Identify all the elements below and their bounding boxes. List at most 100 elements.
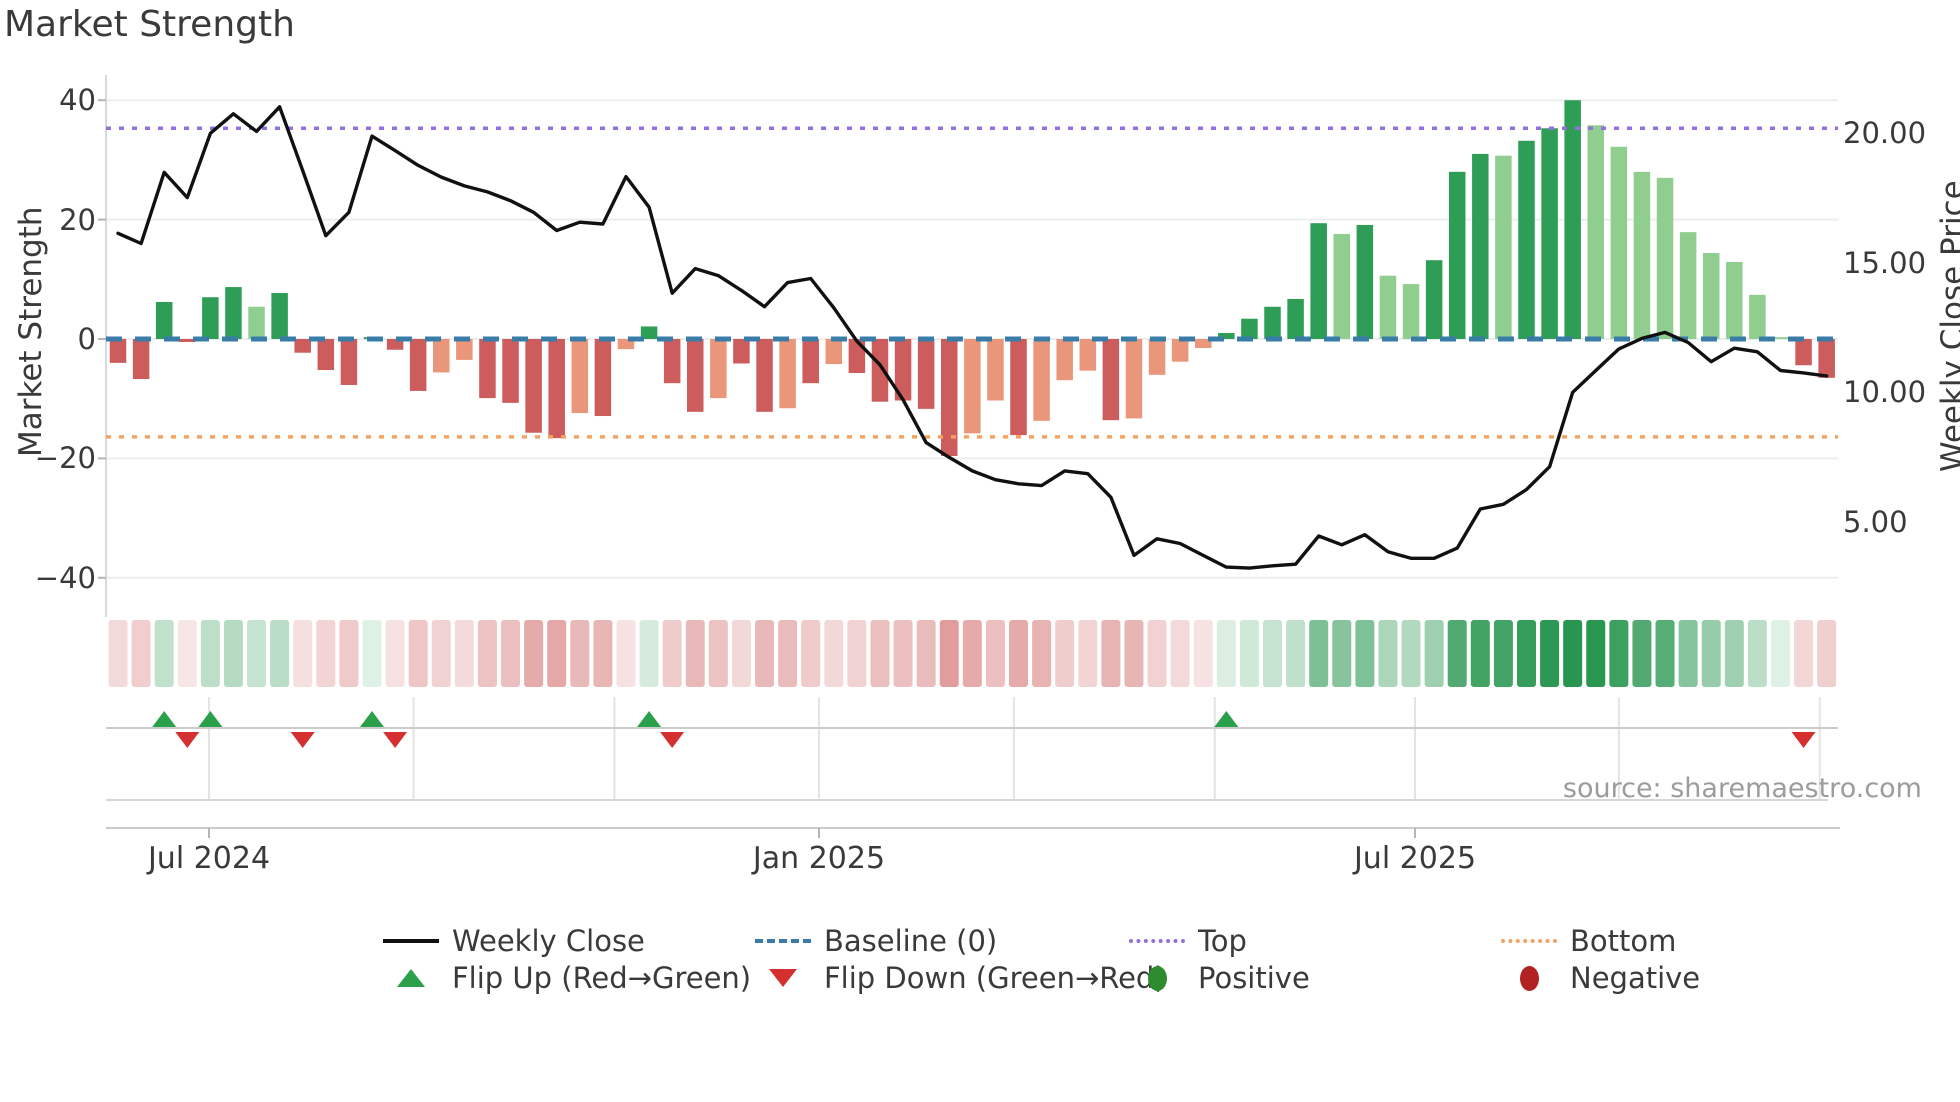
strength-bar: [756, 339, 773, 412]
strength-bar: [663, 339, 681, 384]
heatmap-cell: [685, 620, 705, 687]
strength-bar: [433, 339, 450, 373]
flip-down-triangle-icon: [755, 969, 811, 987]
heatmap-cell: [154, 620, 174, 687]
strength-bar: [1310, 223, 1327, 339]
heatmap-cell: [247, 620, 267, 687]
strength-bar: [1702, 253, 1720, 339]
strength-bar: [202, 297, 219, 339]
strength-bar: [502, 339, 519, 403]
heatmap-cell: [1032, 620, 1052, 687]
strength-bar: [779, 339, 796, 409]
heatmap-cell: [801, 620, 821, 687]
legend-item-flip-up: Flip Up (Red→Green): [383, 960, 751, 996]
baseline-dash-icon: [755, 939, 811, 943]
legend-label: Negative: [1570, 961, 1701, 995]
flip-down-marker: [175, 732, 200, 748]
strength-bar: [848, 339, 866, 374]
strength-bar: [1241, 318, 1258, 339]
strength-heatmap-strip: [108, 620, 1837, 687]
flip-up-marker: [198, 711, 223, 727]
strength-bar: [155, 301, 173, 339]
flip-up-triangle-icon: [383, 969, 439, 987]
strength-bar: [1726, 261, 1743, 339]
strength-bar: [825, 339, 843, 365]
strength-bar: [964, 339, 981, 434]
legend-label: Flip Up (Red→Green): [452, 961, 752, 995]
strength-bar: [917, 339, 935, 409]
heatmap-cell: [339, 620, 359, 687]
source-note: source: sharemaestro.com: [1562, 773, 1922, 804]
heatmap-cell: [1147, 620, 1167, 687]
heatmap-cell: [1817, 620, 1837, 687]
legend-label: Positive: [1198, 961, 1310, 995]
heatmap-cell: [524, 620, 544, 687]
heatmap-cell: [1770, 620, 1790, 687]
left-ytick-m40: −40: [34, 561, 96, 595]
heatmap-cell: [985, 620, 1005, 687]
heatmap-cell: [1055, 620, 1075, 687]
heatmap-cell: [1378, 620, 1398, 687]
strength-bar: [109, 339, 127, 363]
strength-bar: [132, 339, 150, 379]
heatmap-cell: [1747, 620, 1767, 687]
bottom-dotted-icon: [1501, 939, 1557, 943]
heatmap-cell: [731, 620, 751, 687]
top-dotted-icon: [1129, 939, 1185, 943]
heatmap-cell: [593, 620, 613, 687]
left-ytick-m20: −20: [34, 441, 96, 475]
strength-bar: [1633, 171, 1651, 339]
strength-bar: [1148, 339, 1166, 375]
heatmap-cell: [108, 620, 128, 687]
heatmap-cell: [1239, 620, 1259, 687]
strength-bars: [109, 100, 1835, 457]
heatmap-cell: [1078, 620, 1098, 687]
legend-item-negative: Negative: [1501, 960, 1700, 996]
strength-bar: [1541, 128, 1558, 339]
strength-bar: [1287, 299, 1304, 339]
heatmap-cell: [1009, 620, 1029, 687]
strength-bar: [1079, 339, 1097, 371]
flip-up-marker: [152, 711, 177, 727]
heatmap-cell: [1124, 620, 1144, 687]
strength-bar: [594, 339, 612, 417]
right-ytick-10: 10.00: [1843, 375, 1927, 409]
heatmap-cell: [824, 620, 844, 687]
legend-item-weekly-close: Weekly Close: [383, 923, 645, 959]
heatmap-cell: [778, 620, 798, 687]
strength-bar: [1379, 275, 1397, 339]
heatmap-cell: [639, 620, 659, 687]
strength-bar: [733, 339, 750, 364]
heatmap-cell: [1216, 620, 1236, 687]
strength-bar: [894, 339, 912, 401]
weekly-close-line: [116, 105, 1829, 570]
legend-item-positive: Positive: [1129, 960, 1310, 996]
strength-bar: [871, 339, 889, 402]
strength-bar: [409, 339, 427, 391]
strength-bar: [340, 339, 358, 385]
heatmap-cell: [1655, 620, 1675, 687]
strength-bar: [548, 339, 565, 439]
heatmap-cell: [293, 620, 313, 687]
strength-bar: [1425, 260, 1443, 339]
strength-bar: [1010, 339, 1027, 436]
flip-up-marker: [637, 711, 662, 727]
left-ytick-40: 40: [59, 83, 96, 117]
heatmap-cell: [1193, 620, 1213, 687]
legend-item-baseline: Baseline (0): [755, 923, 997, 959]
heatmap-cell: [1540, 620, 1560, 687]
heatmap-cell: [962, 620, 982, 687]
heatmap-cell: [616, 620, 636, 687]
heatmap-cell: [223, 620, 243, 687]
strength-bar: [617, 339, 635, 350]
strength-bar: [1749, 294, 1766, 339]
heatmap-cell: [1332, 620, 1352, 687]
strength-bar: [456, 339, 473, 360]
heatmap-cell: [755, 620, 775, 687]
strength-bar: [317, 339, 335, 371]
heatmap-cell: [1263, 620, 1282, 687]
strength-bar: [1610, 146, 1628, 339]
heatmap-cell: [454, 620, 474, 687]
